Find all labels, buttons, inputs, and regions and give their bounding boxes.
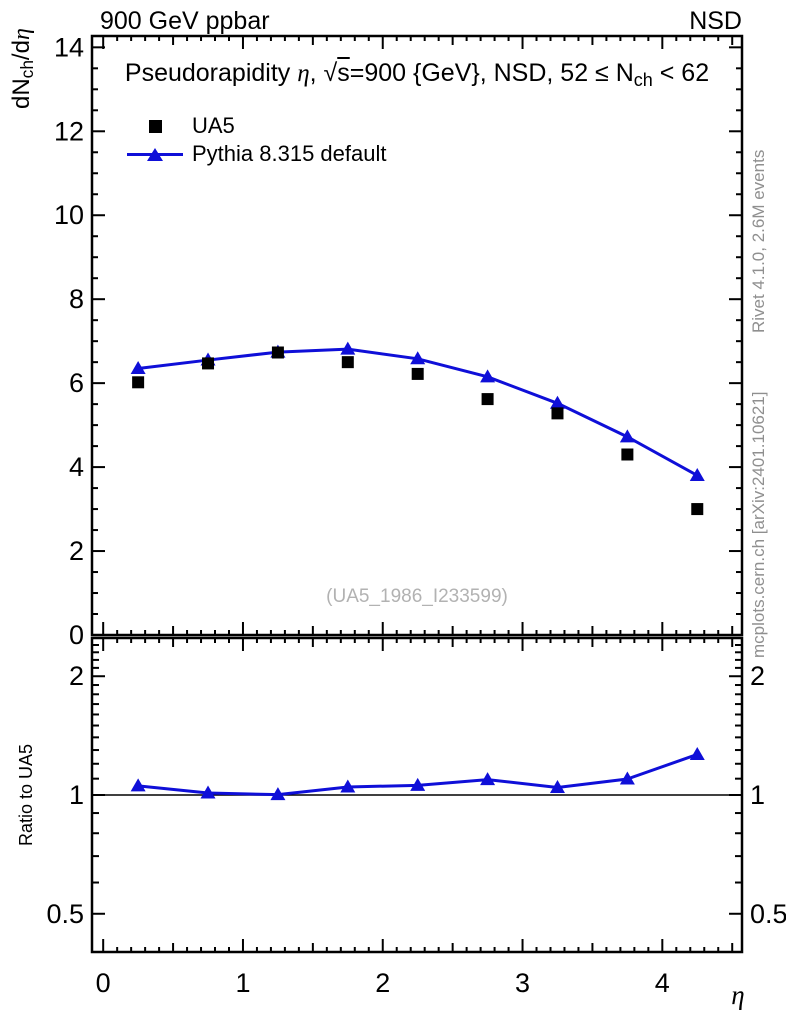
svg-text:0.5: 0.5 [46,899,84,929]
svg-text:4: 4 [69,452,84,482]
svg-text:4: 4 [655,968,670,998]
svg-text:0: 0 [69,620,84,650]
svg-text:12: 12 [54,116,84,146]
ua5-square-marker-icon [127,119,183,133]
header-beam-label: 900 GeV ppbar [100,7,270,35]
svg-text:8: 8 [69,284,84,314]
main-y-tick-labels: 0 2 4 6 8 10 12 14 [54,32,84,650]
pythia-points [130,341,705,481]
x-tick-labels: 0 1 2 3 4 [96,968,670,998]
svg-text:10: 10 [54,200,84,230]
mcplots-arxiv-note: mcplots.cern.ch [arXiv:2401.10621] [749,391,768,658]
svg-text:0.5: 0.5 [750,899,786,929]
svg-text:6: 6 [69,368,84,398]
legend-label-pythia: Pythia 8.315 default [192,141,387,166]
x-axis-label: η [731,980,745,1010]
svg-text:0: 0 [96,968,111,998]
svg-text:2: 2 [69,536,84,566]
analysis-id-watermark: (UA5_1986_I233599) [326,586,508,607]
rivet-version-note: Rivet 4.1.0, 2.6M events [749,149,768,333]
legend-item-pythia: Pythia 8.315 default [127,140,386,168]
pythia-triangle-marker-icon [127,147,183,161]
svg-text:1: 1 [750,780,765,810]
legend: UA5 Pythia 8.315 default [127,112,386,168]
plot-title: Pseudorapidity η, √s=900 {GeV}, NSD, 52 … [124,59,710,91]
svg-text:14: 14 [54,32,84,62]
svg-text:1: 1 [235,968,250,998]
svg-text:1: 1 [69,780,84,810]
svg-text:3: 3 [515,968,530,998]
svg-text:2: 2 [375,968,390,998]
ratio-y-axis-label: Ratio to UA5 [16,743,36,847]
legend-label-ua5: UA5 [192,113,235,138]
ratio-pythia-points [130,746,705,801]
legend-item-ua5: UA5 [127,112,386,140]
ua5-points [132,346,704,516]
header-event-class-label: NSD [689,7,742,35]
pythia-triangle-swatch [147,147,163,161]
ratio-y-tick-labels: 0.5 0.5 1 1 2 2 [46,661,786,929]
main-plot-frame-and-ticks [90,34,744,637]
svg-text:2: 2 [69,661,84,691]
svg-text:2: 2 [750,661,765,691]
